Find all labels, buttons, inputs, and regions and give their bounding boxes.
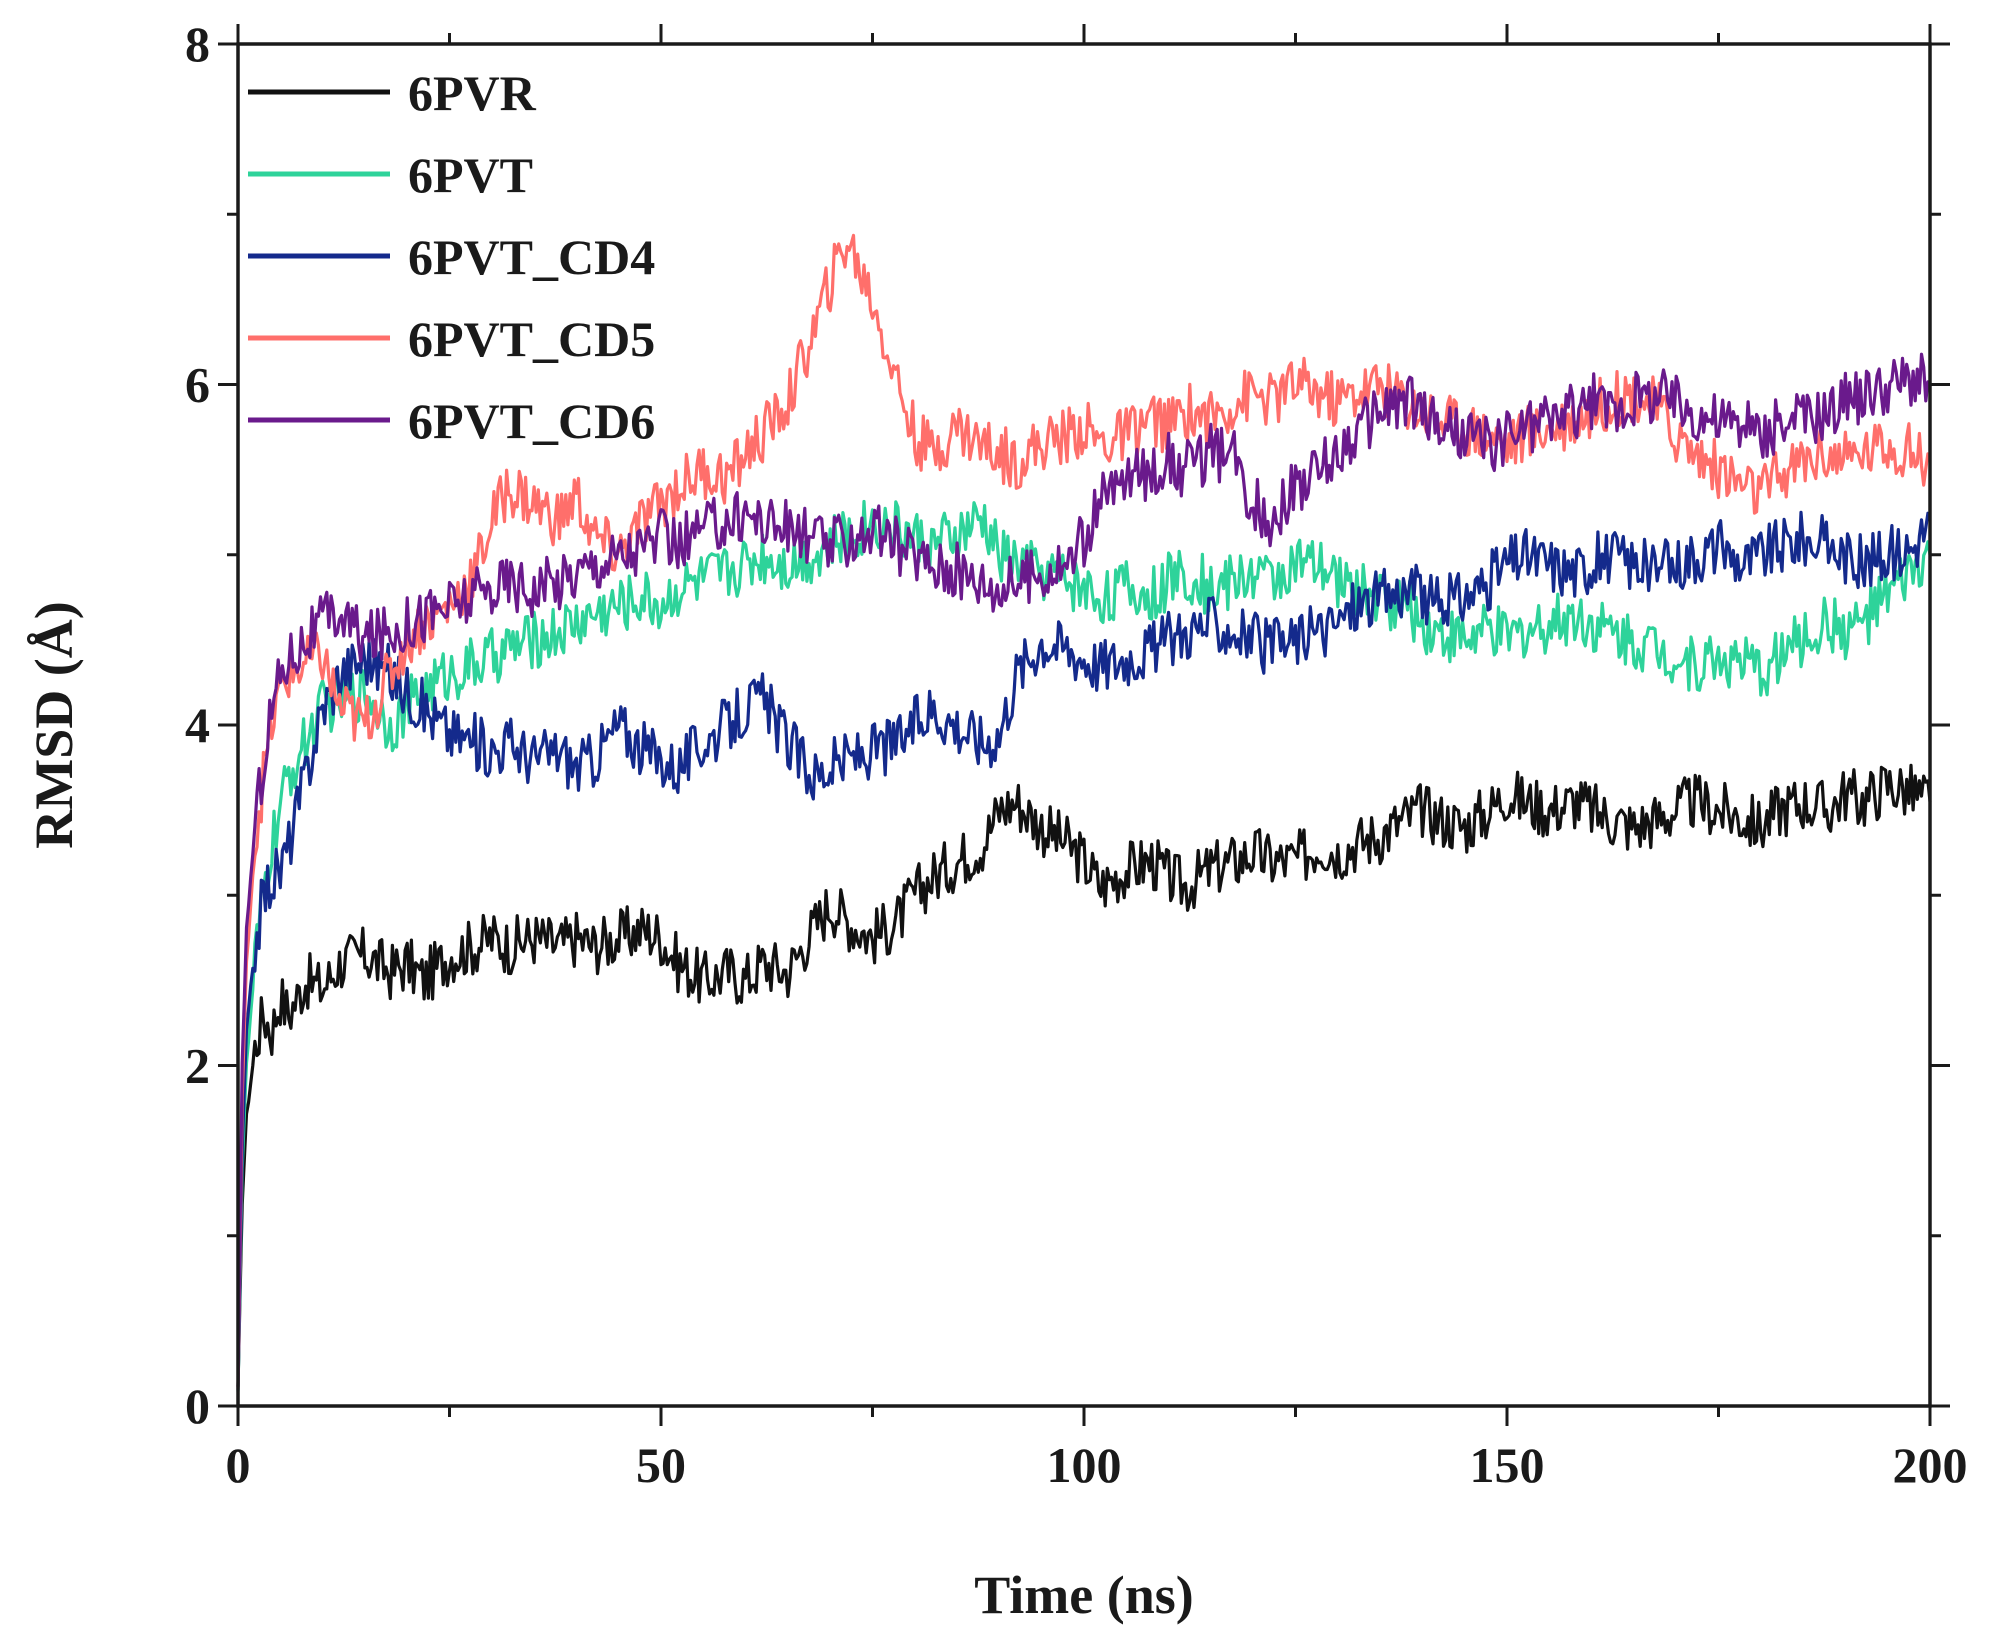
- x-tick-label: 200: [1893, 1437, 1968, 1493]
- y-tick-label: 2: [185, 1038, 210, 1094]
- legend: 6PVR 6PVT 6PVT_CD4 6PVT_CD5 6PVT_CD6: [248, 65, 655, 449]
- series-line-6pvt-cd6: [236, 352, 1932, 1388]
- series-line-6pvt-cd5: [236, 233, 1932, 1389]
- y-tick-label: 4: [185, 697, 210, 753]
- series-line-6pvr: [236, 763, 1932, 1387]
- x-tick-label: 150: [1470, 1437, 1545, 1493]
- legend-label: 6PVR: [408, 65, 537, 121]
- y-tick-label: 8: [185, 16, 210, 72]
- series-line-6pvt: [236, 499, 1932, 1392]
- y-tick-label: 6: [185, 357, 210, 413]
- series-layer: [236, 233, 1932, 1392]
- legend-label: 6PVT_CD5: [408, 311, 655, 367]
- y-axis-title: RMSD (Å): [24, 601, 84, 848]
- y-tick-label: 0: [185, 1378, 210, 1434]
- x-tick-label: 50: [636, 1437, 686, 1493]
- x-axis-title: Time (ns): [974, 1565, 1194, 1625]
- legend-label: 6PVT_CD4: [408, 229, 655, 285]
- legend-label: 6PVT: [408, 147, 533, 203]
- x-tick-label: 100: [1047, 1437, 1122, 1493]
- ticks-layer: 0 50 100 150 200 0 2 4 6 8: [185, 16, 1968, 1493]
- x-tick-label: 0: [226, 1437, 251, 1493]
- legend-label: 6PVT_CD6: [408, 393, 655, 449]
- series-line-6pvt-cd4: [236, 510, 1932, 1391]
